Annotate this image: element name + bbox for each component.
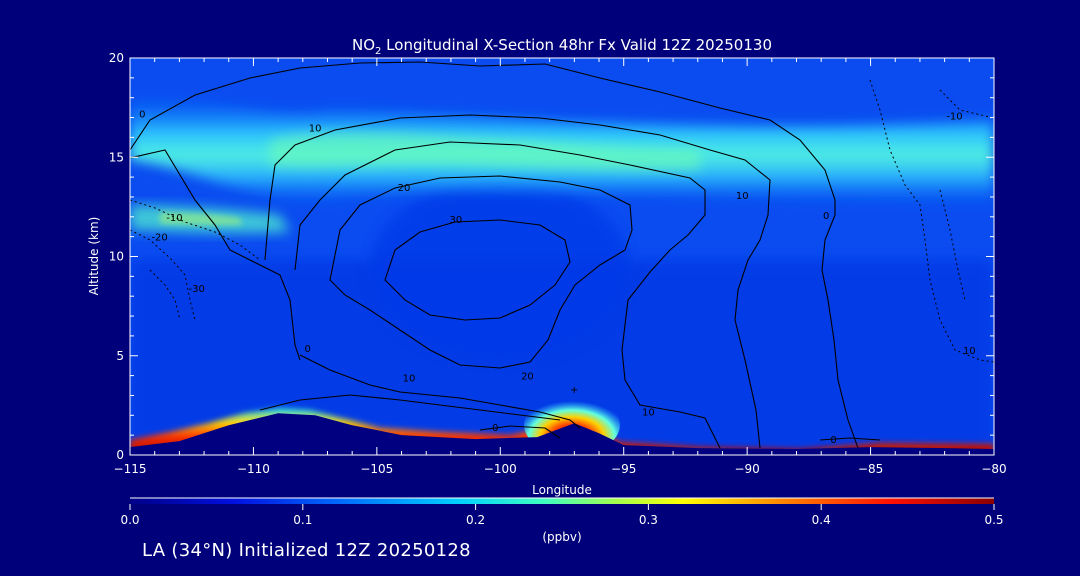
- contour-label: 0: [492, 423, 498, 434]
- no2-upper-layer-peak: [270, 132, 700, 171]
- y-axis-label: Altitude (km): [87, 217, 101, 296]
- contour-labels: 0 10 20 30 10 0 -10 -10 -20 -30 0 10 20 10 0 0 10: [139, 110, 976, 447]
- x-tick-label: −90: [734, 462, 759, 476]
- x-axis-label: Longitude: [532, 483, 592, 497]
- x-tick-label: −95: [611, 462, 636, 476]
- contour-label: 20: [398, 183, 411, 194]
- terrain: [130, 413, 994, 455]
- x-tick-label: −105: [360, 462, 393, 476]
- contour-label: -10: [166, 213, 182, 224]
- heatmap-dark-core: [370, 180, 630, 360]
- colorbar-tick-label: 0.2: [466, 513, 485, 527]
- x-axis: −115 −110 −105 −100 −95 −90 −85 −80: [114, 58, 1007, 476]
- y-tick-label: 5: [116, 349, 124, 363]
- contour-0-east: [819, 437, 881, 441]
- contour-label: 10: [403, 374, 416, 385]
- colorbar-gradient: [130, 498, 994, 504]
- contour-label: 10: [963, 346, 976, 357]
- x-tick-label: −80: [981, 462, 1006, 476]
- chart-title: NO2 Longitudinal X-Section 48hr Fx Valid…: [352, 36, 772, 57]
- y-axis: 0 5 10 15 20: [109, 51, 994, 462]
- colorbar-tick-label: 0.3: [639, 513, 658, 527]
- plot-area: 0 10 20 30 10 0 -10 -10 -20 -30 0 10 20 10 0 0 10 +: [130, 58, 994, 455]
- contour-10: [264, 114, 771, 449]
- contour-20: [329, 175, 633, 369]
- contour-0-surface: [479, 425, 561, 439]
- contour-neg20-west: [130, 229, 196, 321]
- colorbar-tick-label: 0.5: [984, 513, 1003, 527]
- negative-contour-lines: [130, 79, 994, 363]
- y-tick-label: 0: [116, 448, 124, 462]
- contour-neg10-east: [869, 79, 994, 363]
- contour-label: 0: [305, 344, 311, 355]
- colorbar-ticks: 0.0 0.1 0.2 0.3 0.4 0.5: [120, 504, 1004, 527]
- plot-marker: +: [570, 385, 578, 396]
- contour-label: -20: [151, 233, 167, 244]
- contour-10-inner: [294, 141, 721, 449]
- contour-0-outer: [130, 61, 859, 449]
- contour-label: 10: [309, 123, 322, 134]
- contour-0-inner-west: [130, 149, 301, 361]
- contour-10-lower: [259, 394, 561, 421]
- contour-neg10-east-top: [939, 89, 994, 119]
- contour-label: 10: [642, 407, 655, 418]
- contour-neg30-west: [149, 269, 181, 321]
- contour-label: -10: [946, 112, 962, 123]
- contour-neg-east-mid: [939, 189, 966, 301]
- contour-label: -30: [188, 284, 204, 295]
- x-tick-label: −85: [858, 462, 883, 476]
- colorbar-tick-label: 0.1: [293, 513, 312, 527]
- x-tick-label: −110: [237, 462, 270, 476]
- contour-label: 20: [521, 372, 534, 383]
- y-tick-label: 15: [109, 150, 124, 164]
- no2-mid-layer-peak: [160, 212, 242, 226]
- contour-label: 0: [823, 211, 829, 222]
- colorbar-unit-label: (ppbv): [542, 530, 581, 544]
- colorbar-tick-label: 0.0: [120, 513, 139, 527]
- contour-label: 0: [139, 110, 145, 121]
- contour-neg10-west: [130, 199, 261, 261]
- x-tick-label: −115: [114, 462, 147, 476]
- contour-label: 0: [830, 435, 836, 446]
- initialization-footer: LA (34°N) Initialized 12Z 20250128: [142, 540, 471, 561]
- colorbar-tick-label: 0.4: [812, 513, 831, 527]
- contour-label: 10: [736, 191, 749, 202]
- y-tick-label: 10: [109, 250, 124, 264]
- contour-label: 30: [449, 215, 462, 226]
- contour-20-lower: [299, 354, 581, 429]
- contour-30: [384, 219, 571, 321]
- y-tick-label: 20: [109, 51, 124, 65]
- colorbar: 0.0 0.1 0.2 0.3 0.4 0.5 (ppbv): [120, 497, 1004, 544]
- x-tick-label: −100: [484, 462, 517, 476]
- contour-lines: [130, 61, 881, 449]
